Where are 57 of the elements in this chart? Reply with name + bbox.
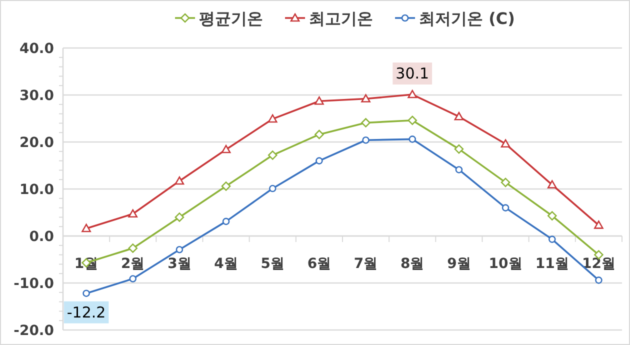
legend-label: 평균기온	[199, 9, 264, 28]
point	[268, 184, 276, 192]
x-tick-label: 5월	[260, 256, 284, 272]
annotation: 30.1	[396, 64, 430, 83]
point	[547, 180, 557, 188]
x-tick-label: 6월	[307, 256, 332, 272]
point	[268, 150, 278, 160]
point	[454, 144, 464, 154]
point	[314, 130, 324, 140]
point	[595, 276, 602, 284]
point	[128, 244, 138, 253]
point	[82, 224, 91, 232]
y-tick-label: 10.0	[19, 182, 54, 198]
point	[82, 290, 90, 297]
x-tick-label: 3월	[168, 256, 192, 272]
point	[129, 275, 137, 282]
legend-label: 최고기온	[309, 9, 374, 28]
point	[408, 116, 418, 126]
point	[174, 176, 184, 185]
point	[594, 220, 604, 229]
point	[316, 157, 323, 164]
point	[502, 204, 510, 212]
y-tick-label: 0.0	[29, 229, 54, 245]
x-tick-label: 7월	[354, 256, 378, 272]
point	[268, 114, 278, 123]
x-tick-label: 4월	[214, 256, 238, 272]
point	[548, 236, 556, 243]
point	[222, 218, 230, 226]
legend-label: 최저기온 (C)	[419, 9, 515, 28]
y-tick-label: 40.0	[19, 41, 54, 57]
y-tick-label: -10.0	[14, 276, 54, 292]
point	[221, 144, 231, 154]
point	[455, 166, 463, 174]
x-tick-label: 11월	[535, 256, 569, 272]
y-tick-label: 20.0	[19, 135, 54, 151]
y-tick-label: 30.0	[19, 88, 54, 104]
x-tick-label: 9월	[447, 256, 471, 272]
point	[500, 178, 510, 188]
annotation: -12.2	[66, 303, 106, 322]
point	[176, 246, 184, 254]
point	[408, 136, 416, 143]
point	[408, 90, 418, 98]
point	[500, 139, 510, 148]
x-tick-label: 12월	[582, 256, 616, 272]
y-tick-label: -20.0	[14, 323, 54, 339]
point	[174, 212, 184, 222]
x-tick-label: 10월	[488, 256, 522, 272]
point	[128, 209, 138, 218]
point	[361, 94, 370, 102]
point	[221, 182, 231, 191]
x-tick-label: 8월	[400, 256, 424, 272]
point	[362, 136, 370, 144]
x-tick-label: 2월	[121, 256, 145, 272]
point	[547, 211, 557, 220]
point	[454, 112, 464, 120]
point	[361, 118, 370, 128]
point	[314, 96, 324, 105]
